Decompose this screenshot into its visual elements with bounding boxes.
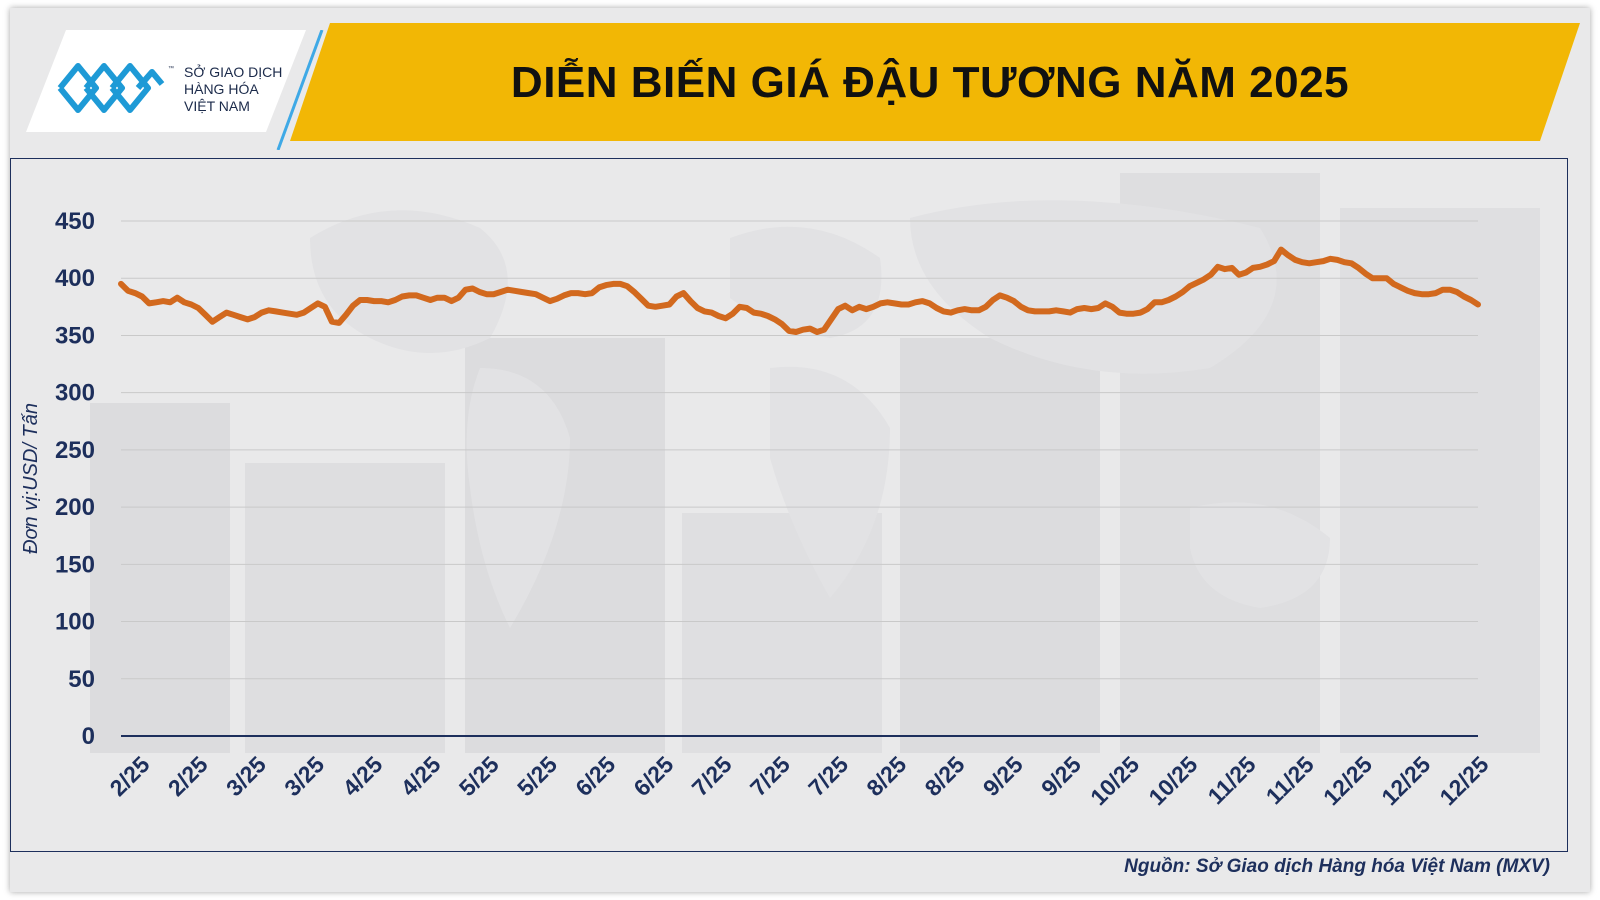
bg-map-shape <box>466 368 570 628</box>
x-tick-label: 10/25 <box>1085 751 1144 810</box>
chart-frame: 0 50 100 150 200 250 300 350 400 450 Đơn vị:USD/ T… <box>10 158 1568 852</box>
logo-background <box>26 30 324 150</box>
trademark-symbol: ™ <box>168 66 174 72</box>
mxv-logo-icon <box>57 63 165 113</box>
x-tick-label: 4/25 <box>396 751 446 801</box>
y-tick-label: 100 <box>55 609 95 636</box>
y-axis-title: Đơn vị:USD/ Tấn <box>20 403 42 554</box>
x-tick-label: 6/25 <box>628 751 678 801</box>
y-tick-label: 150 <box>55 551 95 578</box>
x-tick-label: 6/25 <box>570 751 620 801</box>
source-note: Nguồn: Sở Giao dịch Hàng hóa Việt Nam (M… <box>1124 856 1550 877</box>
title-banner <box>290 23 1580 141</box>
logo: ™ SỞ GIAO DỊCH HÀNG HÓA VIỆT NAM <box>26 30 346 150</box>
bg-bar <box>1340 208 1540 753</box>
x-tick-label: 12/25 <box>1318 751 1377 810</box>
x-tick-label: 9/25 <box>978 751 1028 801</box>
logo-accent-line <box>276 30 324 150</box>
y-tick-label: 250 <box>55 437 95 464</box>
x-tick-label: 10/25 <box>1143 751 1202 810</box>
x-tick-label: 11/25 <box>1261 751 1319 809</box>
y-tick-label: 350 <box>55 322 95 349</box>
x-tick-label: 2/25 <box>104 751 154 801</box>
line-chart: 0 50 100 150 200 250 300 350 400 450 Đơn vị:USD/ T… <box>20 208 1494 810</box>
x-tick-label: 3/25 <box>279 751 329 801</box>
x-tick-label: 5/25 <box>454 751 504 801</box>
logo-line: SỞ GIAO DỊCH <box>184 64 283 80</box>
banner-shape <box>290 23 1580 141</box>
y-tick-label: 200 <box>55 494 95 521</box>
logo-line: VIỆT NAM <box>184 98 250 114</box>
chart-canvas: DIỄN BIẾN GIÁ ĐẬU TƯƠNG NĂM 2025 ™ SỞ GI… <box>10 8 1590 892</box>
x-tick-label: 5/25 <box>512 751 562 801</box>
price-line-series <box>118 246 1481 335</box>
y-tick-label: 50 <box>68 666 95 693</box>
logo-text: SỞ GIAO DỊCH HÀNG HÓA VIỆT NAM <box>184 64 282 115</box>
bg-map-shape <box>730 226 882 338</box>
x-tick-label: 8/25 <box>861 751 911 801</box>
page-title: DIỄN BIẾN GIÁ ĐẬU TƯƠNG NĂM 2025 <box>510 58 1350 107</box>
x-tick-label: 12/25 <box>1376 751 1435 810</box>
x-tick-label: 12/25 <box>1434 751 1493 810</box>
bg-bar <box>900 338 1100 753</box>
bg-map-shape <box>310 210 508 353</box>
bg-map-shape <box>910 200 1277 374</box>
bg-map-shape <box>1190 502 1330 608</box>
y-tick-label: 300 <box>55 380 95 407</box>
y-tick-label: 450 <box>55 208 95 235</box>
x-tick-label: 7/25 <box>803 751 853 801</box>
bg-map-shape <box>770 366 890 598</box>
x-tick-label: 4/25 <box>337 751 387 801</box>
logo-panel <box>26 30 306 132</box>
x-tick-label: 3/25 <box>221 751 271 801</box>
x-tick-label: 8/25 <box>920 751 970 801</box>
x-tick-label: 11/25 <box>1202 751 1260 809</box>
y-tick-label: 400 <box>55 265 95 292</box>
logo-line: HÀNG HÓA <box>184 81 259 97</box>
x-tick-label: 7/25 <box>687 751 737 801</box>
y-tick-label: 0 <box>82 723 95 750</box>
x-tick-label: 2/25 <box>163 751 213 801</box>
bg-bar <box>245 463 445 753</box>
background-decoration <box>90 173 1540 753</box>
x-tick-label: 7/25 <box>745 751 795 801</box>
bg-bar <box>90 403 230 753</box>
x-tick-label: 9/25 <box>1036 751 1086 801</box>
